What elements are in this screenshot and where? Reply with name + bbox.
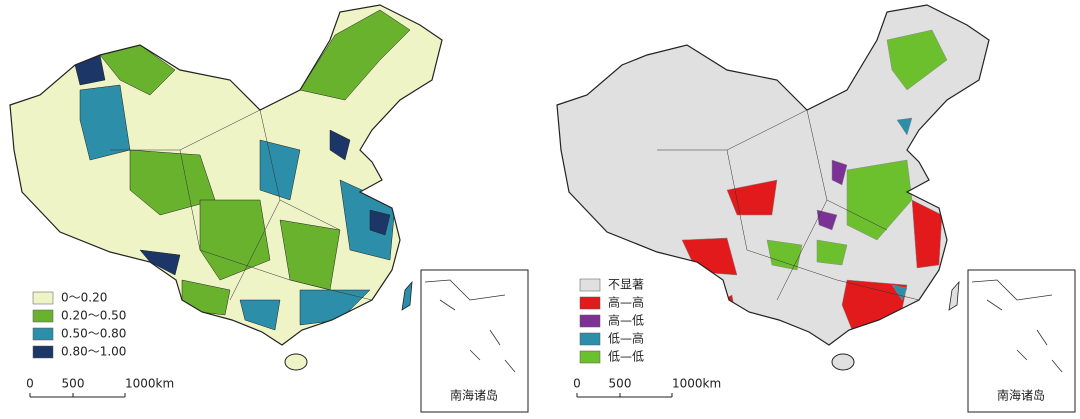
inner-border xyxy=(657,109,920,301)
region xyxy=(816,209,838,231)
island xyxy=(831,353,855,371)
region xyxy=(681,237,738,276)
legend-swatch xyxy=(32,327,54,341)
scale-label: 500 xyxy=(62,377,85,391)
legend-label: 0～0.20 xyxy=(61,291,107,305)
region xyxy=(369,209,391,236)
region xyxy=(329,129,351,161)
region xyxy=(299,289,371,326)
legend-swatch xyxy=(32,291,54,305)
inner-border xyxy=(110,109,373,301)
legend-swatch xyxy=(579,278,601,292)
region xyxy=(816,239,848,266)
scale-bar xyxy=(576,393,673,398)
legend-label: 0.50～0.80 xyxy=(61,327,126,341)
legend-swatch xyxy=(579,332,601,346)
legend-label: 高—高 xyxy=(608,295,644,310)
region xyxy=(79,84,131,161)
region xyxy=(181,279,231,316)
island xyxy=(401,280,413,311)
scale-label: 0 xyxy=(26,377,34,391)
legend-label: 0.80～1.00 xyxy=(61,345,126,359)
region xyxy=(726,179,778,216)
region xyxy=(831,159,848,186)
scale-label: 1000km xyxy=(672,377,721,391)
region xyxy=(846,159,913,241)
legend-label: 不显著 xyxy=(608,278,644,292)
legend-swatch xyxy=(32,345,54,359)
legend-label: 高—低 xyxy=(608,313,644,328)
inset-coast xyxy=(424,279,516,373)
legend-label: 低—低 xyxy=(608,350,644,364)
legend-swatch xyxy=(32,309,54,323)
inset-label: 南海诸岛 xyxy=(997,388,1045,403)
scale-label: 500 xyxy=(609,377,632,391)
legend-label: 0.20～0.50 xyxy=(61,309,126,323)
region xyxy=(886,29,948,91)
scale-label: 0 xyxy=(573,377,581,391)
legend-swatch xyxy=(579,296,601,310)
island xyxy=(948,280,960,311)
inset-label: 南海诸岛 xyxy=(450,388,498,403)
inset-coast xyxy=(971,279,1063,373)
legend-label: 低—高 xyxy=(608,331,644,346)
legend-swatch xyxy=(579,350,601,364)
island xyxy=(284,353,308,371)
scale-bar xyxy=(29,393,126,398)
region xyxy=(911,199,943,269)
region xyxy=(139,249,181,276)
inset-frame xyxy=(967,269,1076,413)
region xyxy=(239,299,281,331)
region xyxy=(896,117,913,136)
inset-frame xyxy=(420,269,529,413)
map-left: 0～0.20 0.20～0.50 0.50～0.80 0.80～1.00 0 500 100… xyxy=(9,4,529,413)
scale-label: 1000km xyxy=(125,377,174,391)
region xyxy=(129,149,216,216)
region xyxy=(299,9,411,101)
region xyxy=(766,239,803,271)
legend-swatch xyxy=(579,314,601,328)
